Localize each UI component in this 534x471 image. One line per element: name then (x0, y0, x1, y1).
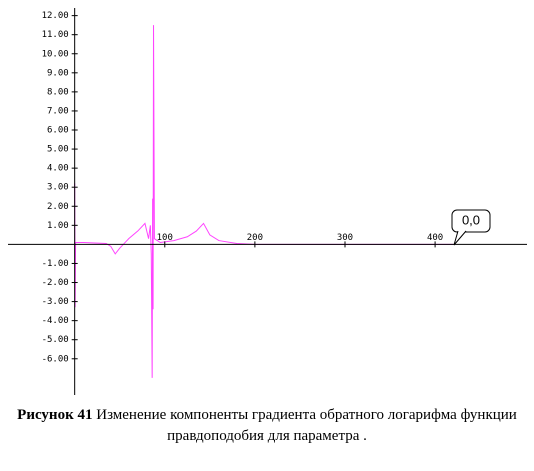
chart: 400 300 200 100 -6.00 -5.00 -4.00 -3.00 -2.00 -1.… (8, 8, 527, 395)
y-tick-label: 9.00 (47, 68, 69, 78)
y-tick-label: 6.00 (47, 126, 69, 136)
caption-text: Изменение компоненты градиента обратного… (96, 407, 517, 444)
caption: Рисунок 41 Изменение компоненты градиент… (0, 405, 534, 447)
annotation: 0,0 (462, 212, 480, 227)
figure-label: Рисунок 41 (17, 407, 93, 423)
y-tick-label: 8.00 (47, 87, 69, 97)
callout-tail (453, 230, 467, 246)
y-tick-label: -2.00 (42, 278, 69, 288)
callout-box (451, 209, 491, 233)
x-tick-label: 200 (247, 233, 263, 243)
y-tick-label: -4.00 (42, 316, 69, 326)
y-tick-label: 3.00 (47, 183, 69, 193)
y-tick-label: 12.00 (42, 11, 69, 21)
y-tick-label: 10.00 (42, 49, 69, 59)
x-tick-label: 400 (427, 233, 443, 243)
y-tick-label: -3.00 (42, 297, 69, 307)
y-tick-label: -1.00 (42, 259, 69, 269)
y-tick-label: -5.00 (42, 335, 69, 345)
x-tick-label: 100 (157, 233, 173, 243)
y-tick-label: 7.00 (47, 106, 69, 116)
y-tick-label: -6.00 (42, 354, 69, 364)
y-tick-label: 11.00 (42, 30, 69, 40)
y-tick-label: 1.00 (47, 221, 69, 231)
y-tick-label: 5.00 (47, 145, 69, 155)
y-tick-label: 4.00 (47, 164, 69, 174)
y-tick-label: 2.00 (47, 202, 69, 212)
x-tick-label: 300 (337, 233, 353, 243)
data-line (74, 25, 454, 378)
